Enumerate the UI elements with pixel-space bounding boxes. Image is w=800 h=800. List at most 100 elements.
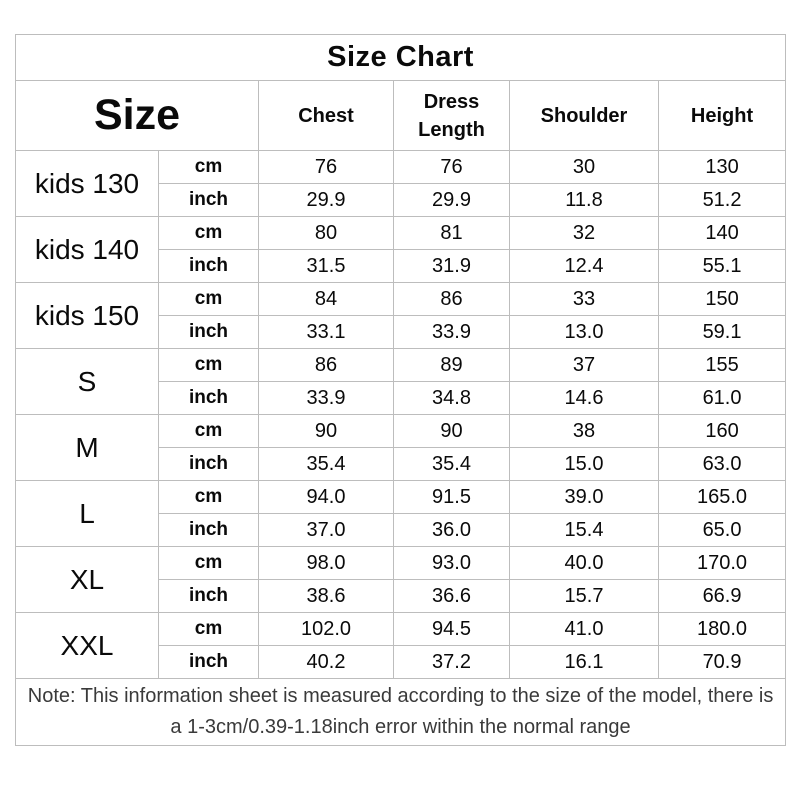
unit-label-inch: inch	[158, 381, 259, 415]
unit-label-cm: cm	[158, 216, 259, 250]
table-row: inch 35.4 35.4 15.0 63.0	[16, 447, 787, 481]
value-cell: 40.0	[509, 546, 659, 580]
value-cell: 102.0	[258, 612, 394, 646]
value-cell: 86	[393, 282, 510, 316]
header-row: Size Chest Dress Length Shoulder Height	[15, 80, 787, 151]
unit-label-cm: cm	[158, 282, 259, 316]
value-cell: 180.0	[657, 612, 787, 646]
value-cell: 140	[657, 216, 787, 250]
table-row: kids 130 cm 76 76 30 130	[15, 150, 787, 217]
table-row: XXL cm 102.0 94.5 41.0 180.0	[15, 612, 787, 679]
value-cell: 70.9	[657, 645, 787, 679]
value-cell: 33.1	[258, 315, 394, 349]
value-cell: 11.8	[509, 183, 659, 217]
value-cell: 35.4	[258, 447, 394, 481]
note-row: Note: This information sheet is measured…	[14, 678, 787, 746]
table-row: inch 33.9 34.8 14.6 61.0	[16, 381, 787, 415]
value-cell: 80	[258, 216, 394, 250]
unit-label-cm: cm	[158, 612, 259, 646]
column-header-dress-length: Dress Length	[393, 80, 510, 151]
value-cell: 59.1	[657, 315, 787, 349]
value-cell: 33	[509, 282, 659, 316]
size-cell: L	[15, 480, 159, 547]
value-cell: 34.8	[393, 381, 510, 415]
value-cell: 155	[657, 348, 787, 382]
value-cell: 84	[258, 282, 394, 316]
value-cell: 130	[657, 150, 787, 184]
value-cell: 30	[509, 150, 659, 184]
value-cell: 37.0	[258, 513, 394, 547]
value-cell: 38	[509, 414, 659, 448]
value-cell: 16.1	[509, 645, 659, 679]
value-cell: 61.0	[657, 381, 787, 415]
size-cell: kids 130	[15, 150, 159, 217]
value-cell: 98.0	[258, 546, 394, 580]
table-row: L cm 94.0 91.5 39.0 165.0	[15, 480, 787, 547]
value-cell: 41.0	[509, 612, 659, 646]
note-text: Note: This information sheet is measured…	[14, 678, 787, 746]
value-cell: 94.0	[258, 480, 394, 514]
value-cell: 31.9	[393, 249, 510, 283]
size-chart-container: Size Chart Size Chest Dress Length Shoul…	[14, 34, 787, 746]
unit-label-inch: inch	[158, 645, 259, 679]
unit-label-cm: cm	[158, 348, 259, 382]
value-cell: 29.9	[258, 183, 394, 217]
value-cell: 86	[258, 348, 394, 382]
value-cell: 89	[393, 348, 510, 382]
value-cell: 13.0	[509, 315, 659, 349]
size-chart-table: Size Chart Size Chest Dress Length Shoul…	[14, 34, 787, 746]
size-cell: S	[15, 348, 159, 415]
table-row: kids 140 cm 80 81 32 140	[15, 216, 787, 283]
value-cell: 36.0	[393, 513, 510, 547]
column-header-height: Height	[657, 80, 787, 151]
value-cell: 33.9	[393, 315, 510, 349]
column-header-chest: Chest	[258, 80, 394, 151]
unit-label-cm: cm	[158, 546, 259, 580]
value-cell: 150	[657, 282, 787, 316]
table-row: inch 31.5 31.9 12.4 55.1	[16, 249, 787, 283]
size-cell: XXL	[15, 612, 159, 679]
value-cell: 55.1	[657, 249, 787, 283]
value-cell: 14.6	[509, 381, 659, 415]
value-cell: 91.5	[393, 480, 510, 514]
value-cell: 35.4	[393, 447, 510, 481]
unit-label-inch: inch	[158, 447, 259, 481]
value-cell: 15.4	[509, 513, 659, 547]
value-cell: 15.0	[509, 447, 659, 481]
unit-label-cm: cm	[158, 414, 259, 448]
value-cell: 31.5	[258, 249, 394, 283]
value-cell: 37.2	[393, 645, 510, 679]
value-cell: 66.9	[657, 579, 787, 613]
value-cell: 40.2	[258, 645, 394, 679]
value-cell: 81	[393, 216, 510, 250]
value-cell: 94.5	[393, 612, 510, 646]
value-cell: 15.7	[509, 579, 659, 613]
column-header-size: Size	[15, 80, 259, 151]
table-row: S cm 86 89 37 155	[15, 348, 787, 415]
value-cell: 37	[509, 348, 659, 382]
value-cell: 165.0	[657, 480, 787, 514]
value-cell: 38.6	[258, 579, 394, 613]
value-cell: 160	[657, 414, 787, 448]
unit-label-inch: inch	[158, 513, 259, 547]
size-cell: XL	[15, 546, 159, 613]
size-cell: kids 140	[15, 216, 159, 283]
size-cell: M	[15, 414, 159, 481]
unit-label-inch: inch	[158, 579, 259, 613]
unit-label-cm: cm	[158, 480, 259, 514]
unit-label-inch: inch	[158, 315, 259, 349]
table-row: inch 33.1 33.9 13.0 59.1	[16, 315, 787, 349]
unit-label-cm: cm	[158, 150, 259, 184]
value-cell: 51.2	[657, 183, 787, 217]
table-row: inch 37.0 36.0 15.4 65.0	[16, 513, 787, 547]
size-cell: kids 150	[15, 282, 159, 349]
value-cell: 32	[509, 216, 659, 250]
value-cell: 170.0	[657, 546, 787, 580]
column-header-shoulder: Shoulder	[509, 80, 659, 151]
value-cell: 90	[258, 414, 394, 448]
value-cell: 63.0	[657, 447, 787, 481]
value-cell: 39.0	[509, 480, 659, 514]
table-row: XL cm 98.0 93.0 40.0 170.0	[15, 546, 787, 613]
table-row: inch 29.9 29.9 11.8 51.2	[16, 183, 787, 217]
value-cell: 29.9	[393, 183, 510, 217]
